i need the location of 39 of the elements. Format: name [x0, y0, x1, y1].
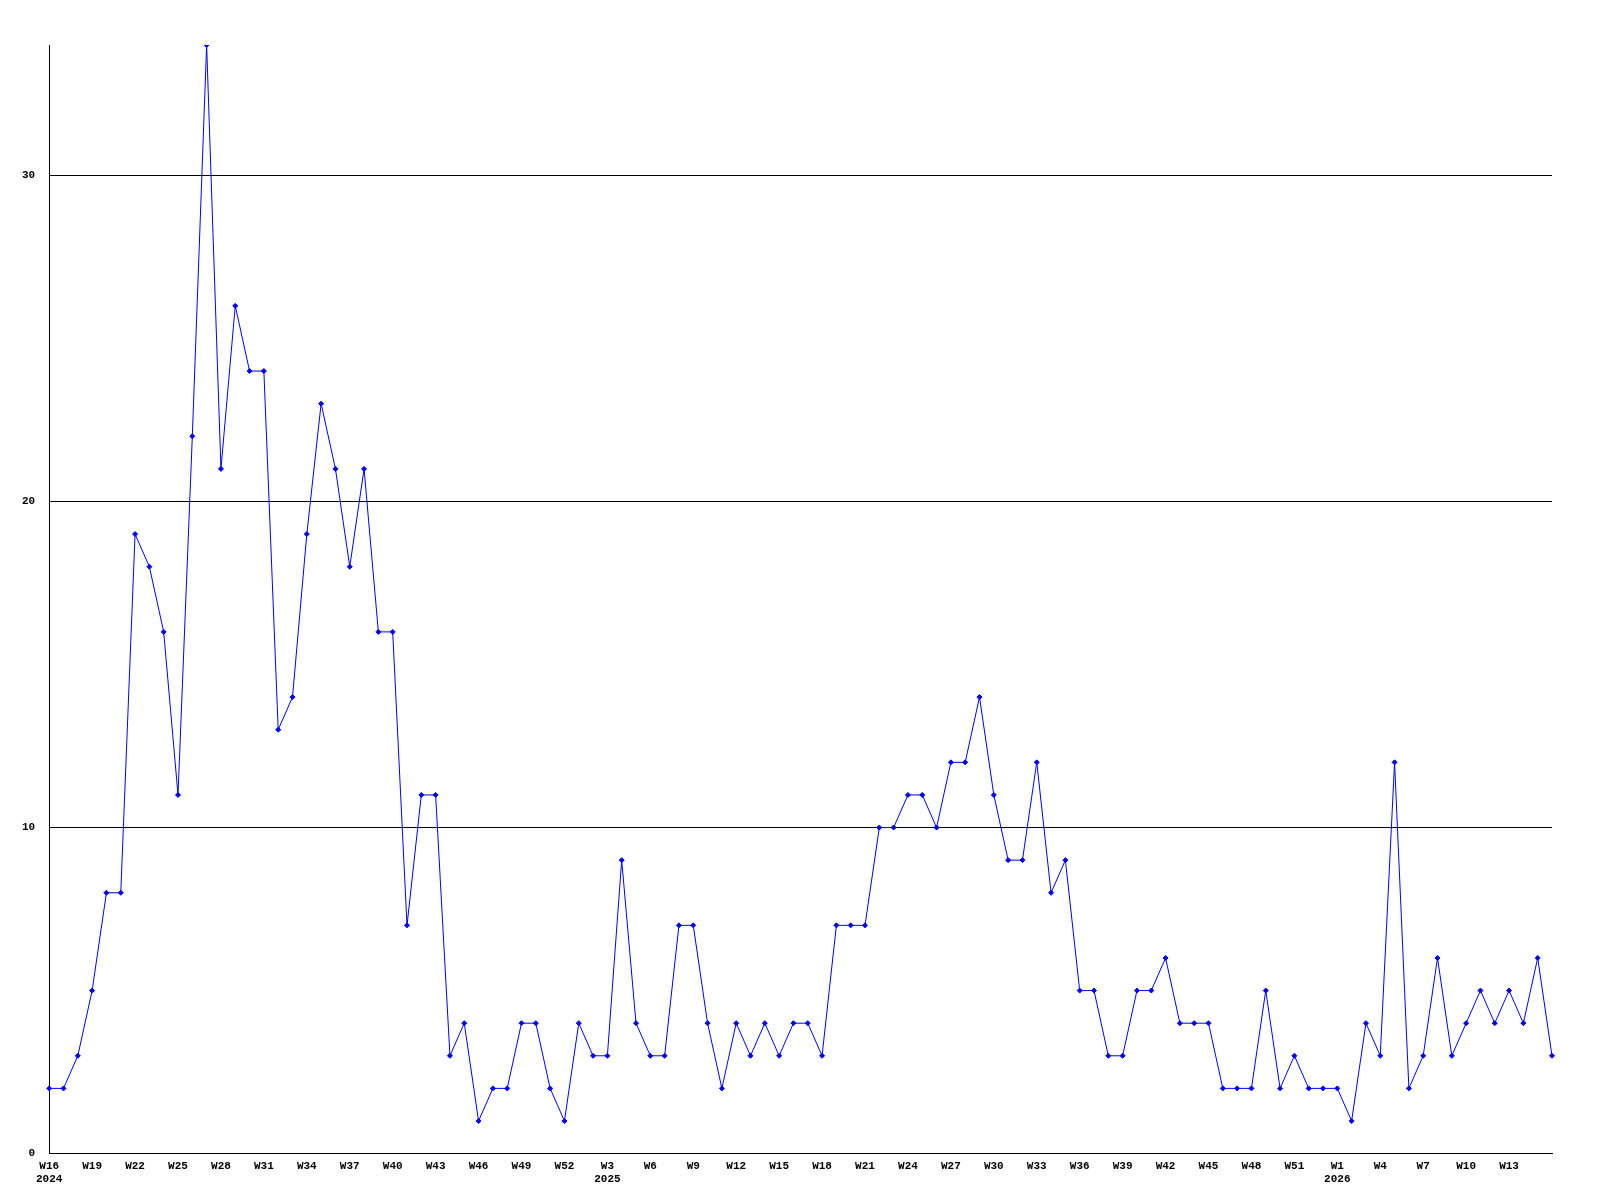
x-tick-label: W43 — [425, 1159, 446, 1172]
x-tick-label: W39 — [1112, 1159, 1133, 1172]
x-tick-label: W45 — [1198, 1159, 1219, 1172]
x-tick-label: W31 — [253, 1159, 275, 1172]
x-tick-label: W1 2026 — [1324, 1159, 1351, 1186]
x-tick-label: W25 — [168, 1159, 189, 1172]
x-tick-label: W36 — [1069, 1159, 1090, 1172]
x-tick-label: W33 — [1026, 1159, 1048, 1172]
x-tick-label: W48 — [1241, 1159, 1262, 1172]
x-tick-label: W24 — [898, 1159, 919, 1172]
y-tick-label: 0 — [28, 1147, 36, 1160]
y-tick-label: 10 — [22, 821, 36, 834]
x-tick-label: W40 — [382, 1159, 403, 1172]
x-tick-label: W18 — [812, 1159, 833, 1172]
x-tick-label: W13 — [1499, 1159, 1520, 1172]
x-tick-label: W6 — [643, 1159, 657, 1172]
x-tick-label: W51 — [1284, 1159, 1305, 1172]
y-tick-label: 20 — [22, 495, 36, 508]
x-tick-label: W4 — [1373, 1159, 1388, 1172]
x-tick-label: W27 — [940, 1159, 961, 1172]
x-tick-label: W28 — [211, 1159, 232, 1172]
x-tick-label: W9 — [686, 1159, 700, 1172]
x-tick-label: W10 — [1456, 1159, 1477, 1172]
x-tick-label: W46 — [468, 1159, 489, 1172]
x-tick-label: W3 2025 — [594, 1159, 621, 1186]
x-tick-label: W21 — [855, 1159, 876, 1172]
x-tick-label: W16 2024 — [36, 1159, 63, 1186]
x-tick-label: W49 — [511, 1159, 532, 1172]
x-tick-label: W42 — [1155, 1159, 1176, 1172]
x-tick-label: W22 — [125, 1159, 145, 1172]
x-tick-label: W37 — [339, 1159, 360, 1172]
x-tick-label: W52 — [554, 1159, 575, 1172]
x-tick-label: W34 — [296, 1159, 318, 1172]
x-tick-label: W19 — [82, 1159, 103, 1172]
y-tick-label: 30 — [22, 169, 36, 182]
x-tick-label: W15 — [769, 1159, 790, 1172]
x-tick-label: W7 — [1416, 1159, 1430, 1172]
x-tick-label: W12 — [726, 1159, 747, 1172]
x-tick-label: W30 — [983, 1159, 1004, 1172]
